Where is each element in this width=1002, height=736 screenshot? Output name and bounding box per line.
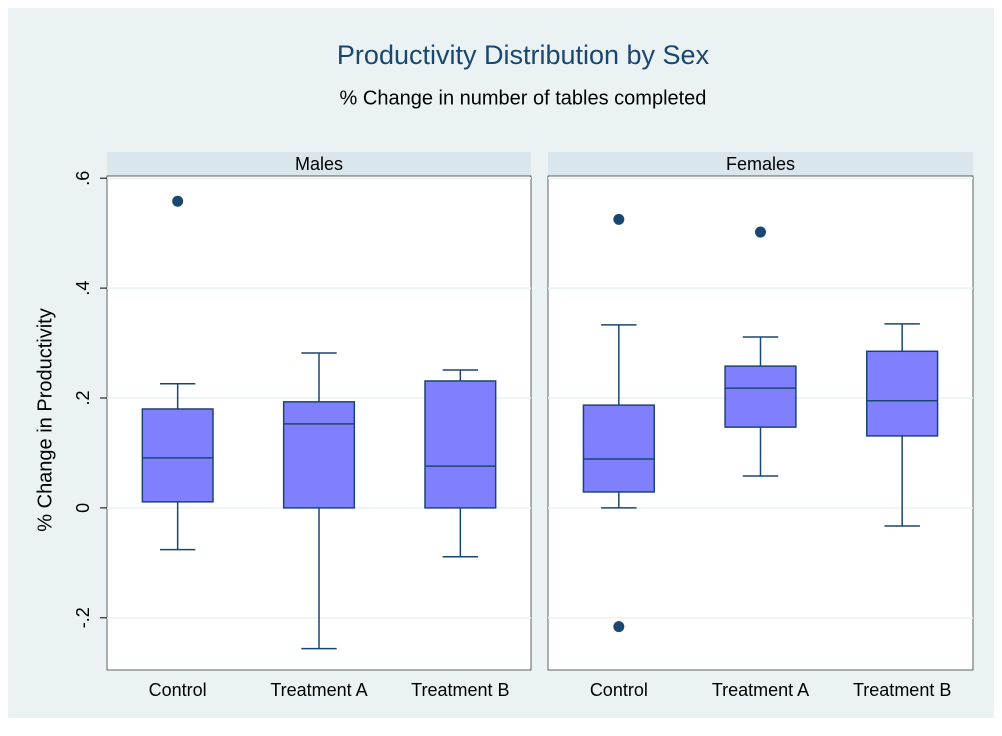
box	[282, 401, 356, 509]
box	[724, 365, 797, 428]
box	[424, 380, 497, 509]
outlier	[613, 621, 625, 633]
y-tick-label: .2	[73, 390, 93, 405]
x-tick-label: Treatment B	[853, 680, 951, 700]
outlier	[172, 195, 184, 207]
box	[866, 350, 939, 437]
panel-header	[107, 152, 531, 176]
y-tick-label: 0	[73, 503, 93, 513]
outlier	[613, 213, 625, 225]
x-tick-label: Control	[590, 680, 648, 700]
panel-title: Males	[295, 154, 343, 174]
outlier	[755, 226, 766, 238]
y-axis-label: % Change in Productivity	[34, 308, 56, 531]
chart-subtitle: % Change in number of tables completed	[340, 87, 707, 109]
x-tick-label: Control	[149, 680, 207, 700]
box	[582, 404, 656, 493]
y-tick-label: -.2	[73, 607, 93, 628]
y-tick-label: .4	[73, 281, 93, 296]
y-tick-label: .6	[73, 171, 93, 186]
x-tick-label: Treatment A	[712, 680, 809, 700]
box	[141, 408, 214, 503]
x-tick-label: Treatment B	[411, 680, 509, 700]
chart-title: Productivity Distribution by Sex	[337, 40, 710, 70]
x-tick-label: Treatment A	[270, 680, 367, 700]
panel-header	[548, 152, 973, 176]
panel-title: Females	[726, 154, 795, 174]
